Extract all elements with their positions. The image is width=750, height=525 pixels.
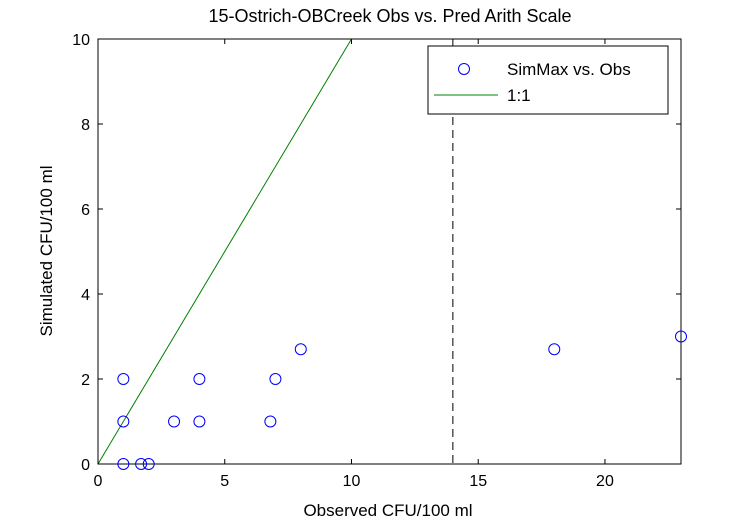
legend: SimMax vs. Obs 1:1 <box>427 45 669 115</box>
legend-marker-simmax <box>458 63 470 75</box>
data-point-6 <box>193 373 206 385</box>
data-point-8 <box>264 415 277 428</box>
y-tick-label: 4 <box>81 287 90 304</box>
data-point-1 <box>117 415 130 428</box>
y-axis-ticks: 0 2 4 6 8 10 <box>72 32 681 474</box>
x-tick-label: 5 <box>220 473 229 490</box>
x-axis-ticks: 0 5 10 15 20 <box>94 39 614 490</box>
data-point-7 <box>193 415 206 428</box>
x-tick-label: 0 <box>94 473 103 490</box>
legend-label-simmax: SimMax vs. Obs <box>507 60 631 79</box>
y-tick-label: 10 <box>72 32 90 49</box>
data-point-2 <box>117 458 130 470</box>
data-point-9 <box>269 373 282 385</box>
y-tick-label: 2 <box>81 372 90 389</box>
x-tick-label: 15 <box>469 473 487 490</box>
data-point-4 <box>142 458 155 470</box>
x-tick-label: 10 <box>343 473 361 490</box>
data-point-10 <box>294 343 307 356</box>
y-tick-label: 0 <box>81 457 90 474</box>
y-tick-label: 6 <box>81 202 90 219</box>
scatter-series <box>117 330 687 470</box>
y-tick-label: 8 <box>81 117 90 134</box>
data-point-12 <box>675 330 687 343</box>
data-point-3 <box>135 458 148 470</box>
legend-label-one-to-one: 1:1 <box>507 86 531 105</box>
data-point-5 <box>168 415 181 428</box>
data-point-0 <box>117 373 130 385</box>
x-tick-label: 20 <box>596 473 614 490</box>
legend-box <box>427 45 669 115</box>
chart-title: 15-Ostrich-OBCreek Obs vs. Pred Arith Sc… <box>208 6 571 26</box>
data-point-11 <box>548 343 561 356</box>
y-axis-label: Simulated CFU/100 ml <box>37 165 56 336</box>
series-line-1 <box>98 39 352 464</box>
x-axis-label: Observed CFU/100 ml <box>303 501 472 520</box>
line-series <box>98 39 352 464</box>
